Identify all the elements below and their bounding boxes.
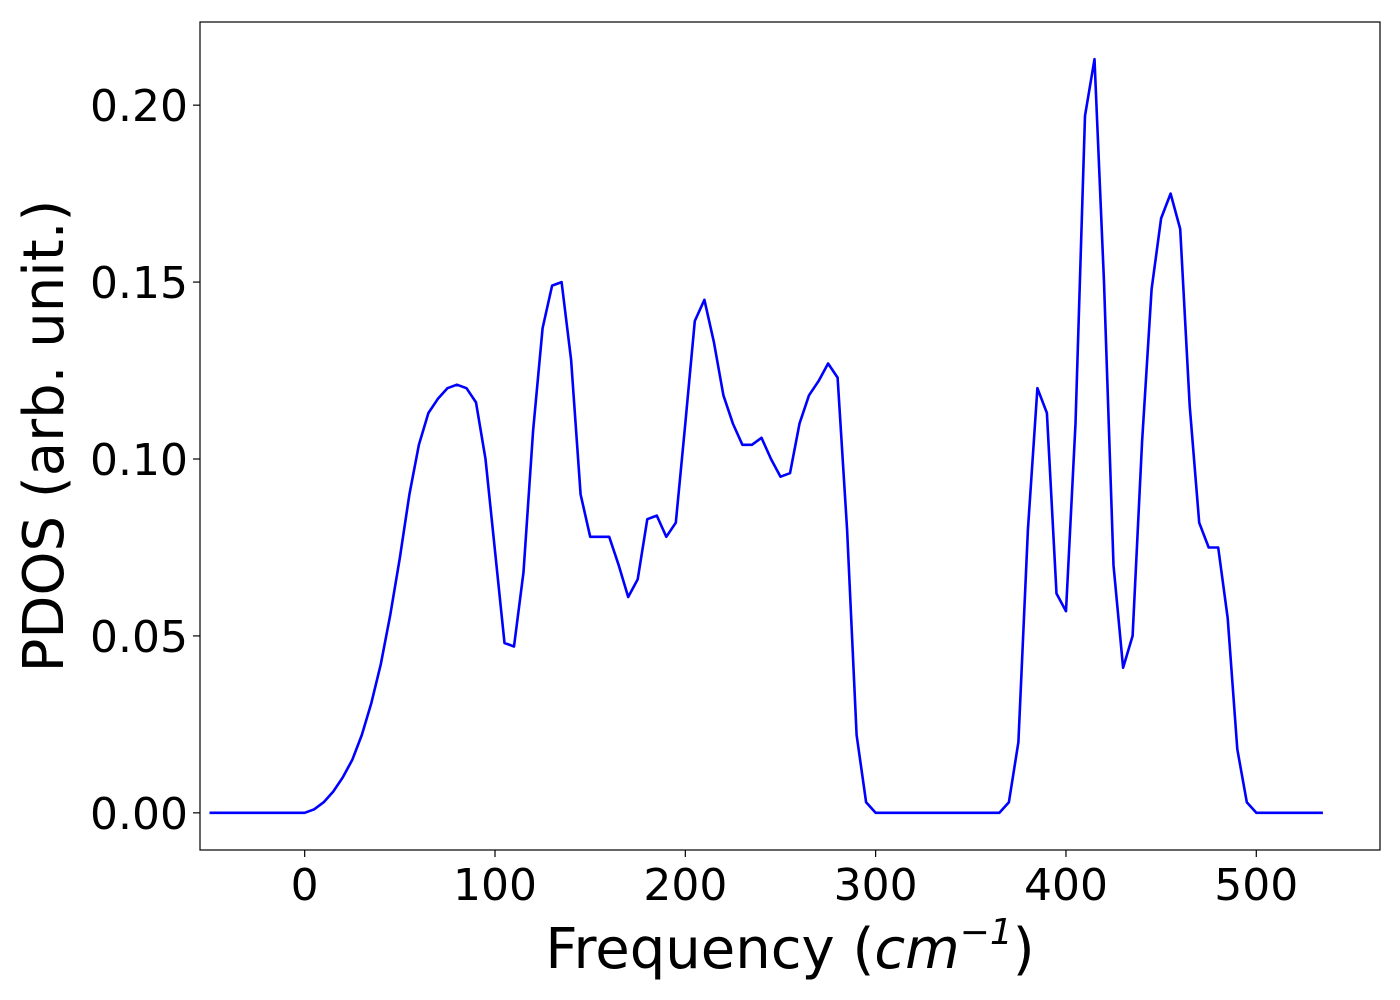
x-tick-label: 0 — [291, 860, 319, 911]
plot-area — [199, 21, 1381, 851]
x-tick-label: 400 — [1024, 860, 1108, 911]
x-axis-title: Frequency (cm−1) — [545, 912, 1034, 982]
pdos-series-line — [209, 57, 1323, 815]
y-tick-label: 0.15 — [90, 258, 188, 309]
y-axis-title: PDOS (arb. unit.) — [12, 200, 77, 673]
x-tick-label: 100 — [453, 860, 537, 911]
y-axis: 0.00 0.05 0.10 0.15 0.20 — [90, 81, 200, 840]
y-tick-label: 0.10 — [90, 435, 188, 486]
y-tick-label: 0.20 — [90, 81, 188, 132]
y-tick-label: 0.00 — [90, 789, 188, 840]
x-axis: 0 100 200 300 400 500 — [291, 850, 1298, 911]
y-tick-label: 0.05 — [90, 612, 188, 663]
x-tick-label: 300 — [834, 860, 918, 911]
x-tick-label: 200 — [643, 860, 727, 911]
x-tick-label: 500 — [1214, 860, 1298, 911]
